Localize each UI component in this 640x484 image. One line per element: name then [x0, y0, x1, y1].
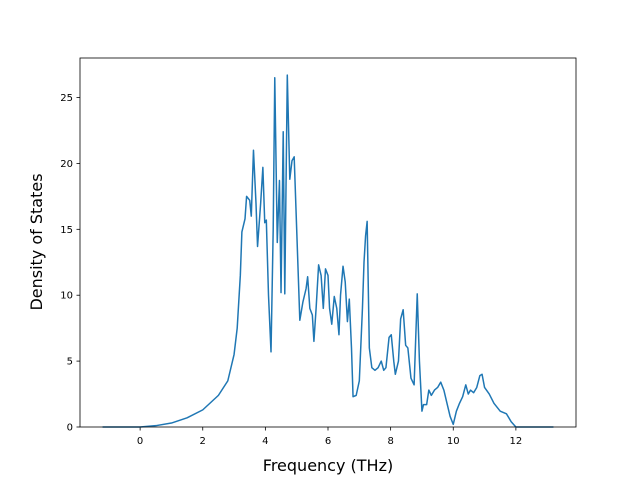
- y-tick-label: 0: [67, 423, 73, 434]
- y-tick-label: 10: [60, 291, 73, 302]
- x-tick-label: 10: [447, 436, 460, 447]
- x-tick-label: 0: [137, 436, 143, 447]
- x-tick-label: 2: [200, 436, 206, 447]
- y-tick-label: 15: [60, 225, 73, 236]
- x-tick-label: 6: [325, 436, 331, 447]
- y-axis-label: Density of States: [27, 173, 46, 310]
- line-series: [102, 74, 554, 428]
- x-tick-label: 8: [387, 436, 393, 447]
- y-tick-label: 5: [67, 357, 73, 368]
- x-tick-label: 12: [510, 436, 523, 447]
- x-tick-label: 4: [262, 436, 268, 447]
- y-tick-label: 25: [60, 93, 73, 104]
- x-axis-label: Frequency (THz): [263, 456, 393, 475]
- y-tick-label: 20: [60, 159, 73, 170]
- plot-frame: [79, 57, 577, 428]
